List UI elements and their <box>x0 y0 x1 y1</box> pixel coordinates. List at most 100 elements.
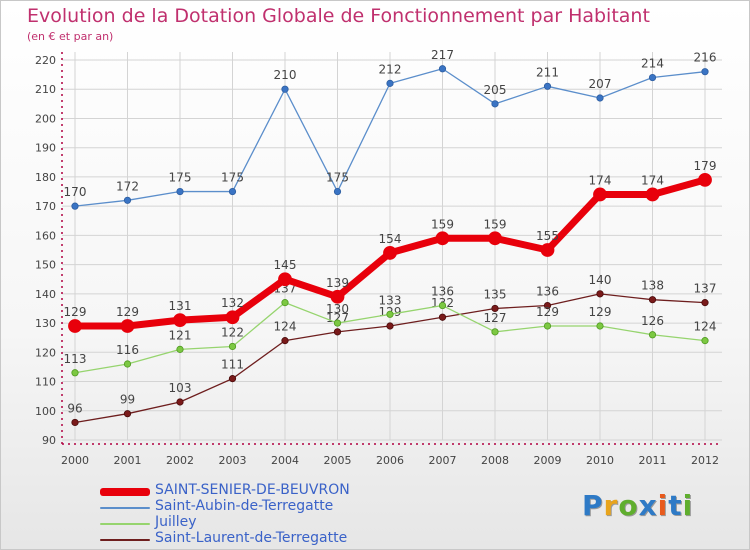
data-point <box>438 65 447 73</box>
data-point <box>123 196 132 204</box>
data-label: 135 <box>484 287 507 301</box>
data-label: 113 <box>64 352 87 366</box>
data-point <box>330 289 345 304</box>
data-point <box>543 322 552 330</box>
data-label: 159 <box>484 217 507 231</box>
data-point <box>173 313 187 328</box>
data-label: 179 <box>694 159 717 173</box>
data-point <box>386 322 394 330</box>
data-point <box>333 187 342 196</box>
data-point <box>648 331 657 339</box>
data-label: 138 <box>641 279 664 293</box>
data-point <box>176 398 184 406</box>
series-3: 96 99 103 111 124 127 129 132 135 136 140 138 137 <box>67 273 717 427</box>
x-tick-label: 2005 <box>324 454 352 467</box>
data-label: 216 <box>694 51 717 65</box>
legend-swatch <box>100 488 150 496</box>
data-label: 116 <box>116 343 139 357</box>
data-point <box>333 328 342 336</box>
data-label: 136 <box>431 285 454 299</box>
data-point <box>123 360 132 368</box>
chart-title: Evolution de la Dotation Globale de Fonc… <box>27 5 650 27</box>
data-label: 205 <box>484 83 507 97</box>
data-point <box>123 410 132 418</box>
data-label: 122 <box>221 325 244 339</box>
data-label: 174 <box>641 173 664 187</box>
data-label: 154 <box>379 232 402 246</box>
data-point <box>386 79 394 87</box>
data-point <box>491 100 499 108</box>
y-tick-label: 100 <box>35 405 56 418</box>
data-point <box>645 187 660 202</box>
y-tick-label: 160 <box>35 229 56 242</box>
data-label: 129 <box>64 305 87 319</box>
y-tick-label: 210 <box>35 83 56 96</box>
data-label: 126 <box>641 314 664 328</box>
data-point <box>701 337 709 345</box>
data-label: 211 <box>536 65 559 79</box>
data-point <box>176 187 184 196</box>
series-2: 113 116 121 122 137 130 133 136 127 129 129 126 124 <box>64 282 717 377</box>
data-point <box>543 301 552 310</box>
data-point <box>281 85 289 93</box>
data-point <box>596 322 604 330</box>
data-point <box>68 319 82 333</box>
data-point <box>386 310 394 318</box>
chart-subtitle: (en € et par an) <box>27 30 114 43</box>
x-tick-label: 2001 <box>114 454 142 467</box>
data-point <box>225 310 240 325</box>
y-tick-label: 180 <box>35 171 56 184</box>
data-label: 124 <box>274 320 297 334</box>
data-label: 155 <box>536 229 559 243</box>
y-tick-label: 120 <box>35 346 56 359</box>
data-point <box>71 418 79 427</box>
data-point <box>435 231 450 246</box>
legend-label: Juilley <box>155 514 197 530</box>
x-tick-label: 2010 <box>586 454 614 467</box>
data-label: 159 <box>431 217 454 231</box>
data-point <box>228 187 237 196</box>
data-label: 175 <box>169 171 192 185</box>
data-point <box>491 328 499 336</box>
data-label: 140 <box>589 273 612 287</box>
data-point <box>228 342 237 351</box>
series-0: 129 129 131 132 145 139 154 159 159 155 174 174 179 <box>64 159 717 333</box>
data-label: 137 <box>694 282 717 296</box>
data-point <box>488 231 502 246</box>
y-tick-label: 150 <box>35 259 56 272</box>
data-label: 212 <box>379 62 402 76</box>
data-label: 99 <box>120 393 135 407</box>
data-point <box>701 68 709 76</box>
data-point <box>278 272 292 287</box>
x-tick-label: 2003 <box>219 454 247 467</box>
data-label: 121 <box>169 328 192 342</box>
legend-swatch <box>100 523 150 525</box>
data-label: 96 <box>67 401 82 415</box>
y-tick-label: 200 <box>35 112 56 125</box>
data-label: 111 <box>221 358 244 372</box>
data-label: 129 <box>589 305 612 319</box>
x-tick-label: 2007 <box>429 454 457 467</box>
data-label: 129 <box>116 305 139 319</box>
data-label: 217 <box>431 48 454 62</box>
data-point <box>596 290 604 298</box>
data-label: 133 <box>379 293 402 307</box>
data-point <box>698 172 712 187</box>
data-point <box>228 375 237 383</box>
data-label: 136 <box>536 285 559 299</box>
data-label: 214 <box>641 57 664 71</box>
grid-lines <box>62 52 722 441</box>
data-label: 103 <box>169 381 192 395</box>
data-point <box>71 369 79 377</box>
legend-swatch <box>100 539 150 541</box>
y-tick-label: 110 <box>35 376 56 389</box>
data-point <box>540 243 555 257</box>
data-point <box>71 202 79 210</box>
data-label: 145 <box>274 258 297 272</box>
data-label: 124 <box>694 320 717 334</box>
data-label: 139 <box>326 276 349 290</box>
y-tick-label: 140 <box>35 288 56 301</box>
data-label: 210 <box>274 68 297 82</box>
